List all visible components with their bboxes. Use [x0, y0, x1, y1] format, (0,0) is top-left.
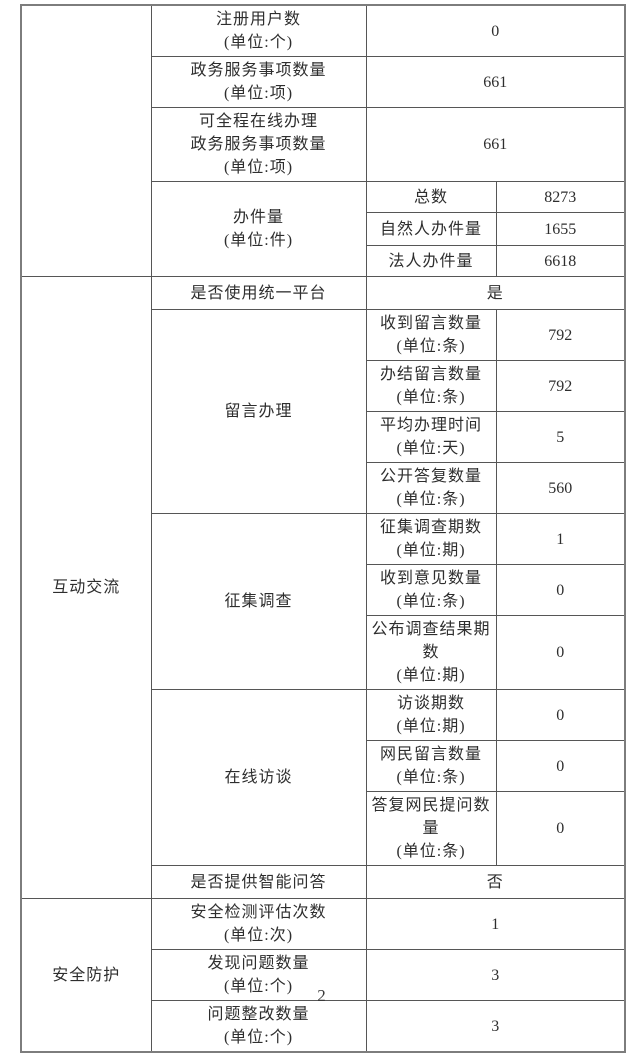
- value-case-total: 8273: [495, 181, 626, 213]
- category-cell-security: 安全防护: [20, 898, 152, 1053]
- page-number: 2: [317, 986, 326, 1005]
- government-report-table: 注册用户数 (单位:个) 0 政务服务事项数量 (单位:项) 661 可全程在线…: [20, 4, 626, 1053]
- value-netizen-messages: 0: [495, 740, 626, 792]
- label-survey-results-published: 公布调查结果期数 (单位:期): [365, 615, 497, 690]
- table-row: 注册用户数 (单位:个) 0: [20, 4, 626, 277]
- value-unified-platform: 是: [365, 276, 626, 310]
- table-row: 法人办件量 6618: [21, 245, 626, 277]
- table-row: 平均办理时间 (单位:天) 5: [21, 411, 626, 463]
- value-registered-users: 0: [365, 4, 626, 57]
- value-online-service-items: 661: [365, 107, 626, 182]
- value-case-natural-person: 1655: [495, 212, 626, 246]
- table-row: 安全防护 安全检测评估次数 (单位:次) 1: [20, 898, 626, 1053]
- label-security-assessments: 安全检测评估次数 (单位:次): [150, 898, 367, 950]
- table-row: 收到意见数量 (单位:条) 0: [21, 564, 626, 616]
- label-netizen-messages: 网民留言数量 (单位:条): [365, 740, 497, 792]
- value-service-items: 661: [365, 56, 626, 108]
- value-messages-resolved: 792: [495, 360, 626, 412]
- label-average-handling-time: 平均办理时间 (单位:天): [365, 411, 497, 463]
- label-online-service-items: 可全程在线办理 政务服务事项数量 (单位:项): [150, 107, 367, 182]
- table-row: 征集调查 征集调查期数 (单位:期) 1: [21, 513, 626, 690]
- label-opinions-received: 收到意见数量 (单位:条): [365, 564, 497, 616]
- label-interview-group: 在线访谈: [150, 689, 367, 866]
- category-cell-empty: [20, 4, 152, 277]
- value-survey-results-published: 0: [495, 615, 626, 690]
- value-interview-periods: 0: [495, 689, 626, 741]
- label-message-group: 留言办理: [150, 309, 367, 514]
- table-row: 公布调查结果期数 (单位:期) 0: [21, 615, 626, 690]
- label-problems-rectified: 问题整改数量 (单位:个): [150, 1000, 367, 1053]
- value-security-assessments: 1: [365, 898, 626, 950]
- table-row: 答复网民提问数量 (单位:条) 0: [21, 791, 626, 866]
- label-public-replies: 公开答复数量 (单位:条): [365, 462, 497, 514]
- document-page: { "page_number": "2", "colors": { "borde…: [20, 4, 626, 1053]
- value-average-handling-time: 5: [495, 411, 626, 463]
- table-row: 办件量 (单位:件) 总数 8273: [21, 181, 626, 277]
- label-unified-platform: 是否使用统一平台: [150, 276, 367, 310]
- category-cell-interaction: 互动交流: [20, 276, 152, 899]
- label-service-items: 政务服务事项数量 (单位:项): [150, 56, 367, 108]
- label-case-natural-person: 自然人办件量: [365, 212, 497, 246]
- label-case-legal-person: 法人办件量: [365, 245, 497, 277]
- value-opinions-received: 0: [495, 564, 626, 616]
- label-problems-found: 发现问题数量 (单位:个): [150, 949, 367, 1001]
- table-row: 是否提供智能问答 否: [21, 865, 626, 899]
- table-row: 办结留言数量 (单位:条) 792: [21, 360, 626, 412]
- table-row: 政务服务事项数量 (单位:项) 661: [21, 56, 626, 108]
- value-netizen-questions-answered: 0: [495, 791, 626, 866]
- table-row: 发现问题数量 (单位:个) 3: [21, 949, 626, 1001]
- label-messages-resolved: 办结留言数量 (单位:条): [365, 360, 497, 412]
- value-problems-rectified: 3: [365, 1000, 626, 1053]
- value-problems-found: 3: [365, 949, 626, 1001]
- value-survey-periods: 1: [495, 513, 626, 565]
- label-survey-periods: 征集调查期数 (单位:期): [365, 513, 497, 565]
- label-interview-periods: 访谈期数 (单位:期): [365, 689, 497, 741]
- table-row: 留言办理 收到留言数量 (单位:条) 792: [21, 309, 626, 514]
- label-case-total: 总数: [365, 181, 497, 213]
- value-messages-received: 792: [495, 309, 626, 361]
- table-row: 自然人办件量 1655: [21, 212, 626, 246]
- table-row: 网民留言数量 (单位:条) 0: [21, 740, 626, 792]
- label-registered-users: 注册用户数 (单位:个): [150, 4, 367, 57]
- label-case-volume-group: 办件量 (单位:件): [150, 181, 367, 277]
- table-row: 可全程在线办理 政务服务事项数量 (单位:项) 661: [21, 107, 626, 182]
- label-survey-group: 征集调查: [150, 513, 367, 690]
- value-public-replies: 560: [495, 462, 626, 514]
- table-row: 互动交流 是否使用统一平台 是: [20, 276, 626, 899]
- label-smart-qa: 是否提供智能问答: [150, 865, 367, 899]
- label-messages-received: 收到留言数量 (单位:条): [365, 309, 497, 361]
- label-netizen-questions-answered: 答复网民提问数量 (单位:条): [365, 791, 497, 866]
- value-case-legal-person: 6618: [495, 245, 626, 277]
- value-smart-qa: 否: [365, 865, 626, 899]
